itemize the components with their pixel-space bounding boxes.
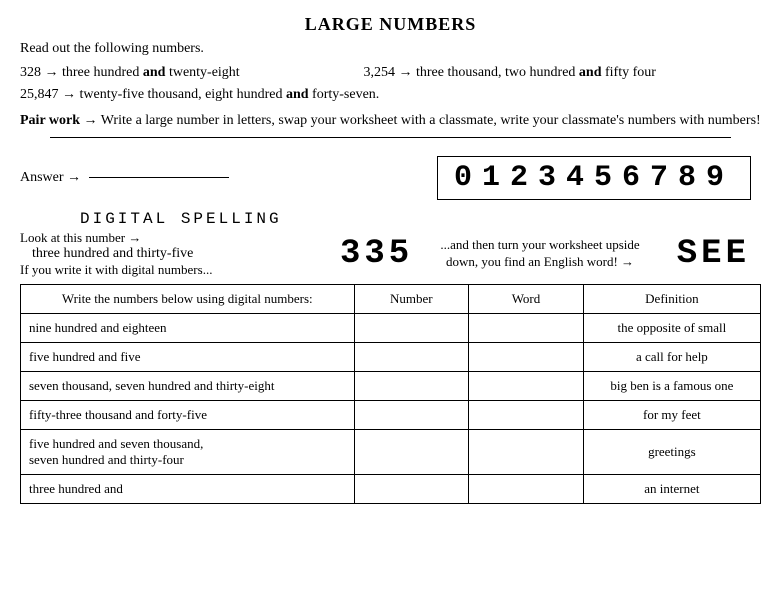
header-definition: Definition	[583, 284, 760, 313]
number-cell[interactable]	[354, 474, 469, 503]
table-row: seven thousand, seven hundred and thirty…	[21, 371, 761, 400]
word-cell[interactable]	[469, 429, 584, 474]
ex2-and: and	[579, 65, 602, 80]
ex3-and: and	[286, 87, 309, 102]
look-at-text: Look at this number →	[20, 230, 330, 246]
word-cell[interactable]	[469, 474, 584, 503]
prompt-cell: nine hundred and eighteen	[21, 313, 355, 342]
arrow-icon: →	[399, 65, 413, 80]
turn-upside-down-text: ...and then turn your worksheet upside d…	[440, 237, 640, 271]
prompt-cell: five hundred and seven thousand,seven hu…	[21, 429, 355, 474]
digital-digits-box: 0123456789	[437, 156, 751, 200]
table-row: three hundred and an internet	[21, 474, 761, 503]
ex1-text-b: twenty-eight	[165, 65, 239, 80]
prompt-cell: five hundred and five	[21, 342, 355, 371]
pairwork-text: Write a large number in letters, swap yo…	[101, 113, 761, 128]
ex3-text-a: twenty-five thousand, eight hundred	[80, 87, 286, 102]
digital-numbers-table: Write the numbers below using digital nu…	[20, 284, 761, 504]
digital-see: SEE	[650, 235, 750, 273]
definition-cell: the opposite of small	[583, 313, 760, 342]
table-row: nine hundred and eighteen the opposite of…	[21, 313, 761, 342]
ex1-text-a: three hundred	[62, 65, 143, 80]
three-hundred-thirty-five-text: three hundred and thirty-five	[32, 246, 330, 262]
spelling-row: Look at this number → three hundred and …	[20, 230, 761, 278]
ex1-and: and	[143, 65, 166, 80]
digital-335: 335	[340, 235, 430, 273]
ex2-text-a: three thousand, two hundred	[416, 65, 579, 80]
definition-cell: big ben is a famous one	[583, 371, 760, 400]
number-cell[interactable]	[354, 400, 469, 429]
ex2-number: 3,254	[364, 65, 396, 80]
definition-cell: for my feet	[583, 400, 760, 429]
prompt-cell: seven thousand, seven hundred and thirty…	[21, 371, 355, 400]
page-title: LARGE NUMBERS	[20, 14, 761, 35]
header-number: Number	[354, 284, 469, 313]
if-you-write-text: If you write it with digital numbers...	[20, 262, 330, 278]
header-prompt: Write the numbers below using digital nu…	[21, 284, 355, 313]
ex3-number: 25,847	[20, 87, 59, 102]
examples-row-2: 25,847 → twenty-five thousand, eight hun…	[20, 87, 761, 103]
number-cell[interactable]	[354, 429, 469, 474]
table-row: five hundred and seven thousand,seven hu…	[21, 429, 761, 474]
pairwork-instruction: Pair work → Write a large number in lett…	[20, 111, 761, 131]
arrow-icon: →	[62, 87, 76, 102]
definition-cell: greetings	[583, 429, 760, 474]
number-cell[interactable]	[354, 313, 469, 342]
definition-cell: an internet	[583, 474, 760, 503]
prompt-cell: three hundred and	[21, 474, 355, 503]
intro-text: Read out the following numbers.	[20, 41, 761, 57]
answer-row: Answer → 0123456789	[20, 156, 761, 200]
header-word: Word	[469, 284, 584, 313]
ex3-text-b: forty-seven.	[309, 87, 380, 102]
ex2-text-b: fifty four	[602, 65, 656, 80]
number-cell[interactable]	[354, 342, 469, 371]
word-cell[interactable]	[469, 313, 584, 342]
arrow-icon: →	[45, 65, 59, 80]
divider	[50, 137, 731, 138]
arrow-icon: →	[84, 113, 98, 128]
number-cell[interactable]	[354, 371, 469, 400]
answer-blank[interactable]	[89, 177, 229, 178]
table-row: five hundred and five a call for help	[21, 342, 761, 371]
pairwork-label: Pair work	[20, 113, 80, 128]
prompt-cell: fifty-three thousand and forty-five	[21, 400, 355, 429]
word-cell[interactable]	[469, 342, 584, 371]
word-cell[interactable]	[469, 371, 584, 400]
table-row: fifty-three thousand and forty-five for m…	[21, 400, 761, 429]
answer-label: Answer	[20, 170, 64, 185]
examples-row-1: 328 → three hundred and twenty-eight 3,2…	[20, 65, 761, 81]
word-cell[interactable]	[469, 400, 584, 429]
definition-cell: a call for help	[583, 342, 760, 371]
digital-spelling-heading: DIGITAL SPELLING	[80, 210, 761, 228]
arrow-icon: →	[67, 170, 81, 185]
ex1-number: 328	[20, 65, 41, 80]
